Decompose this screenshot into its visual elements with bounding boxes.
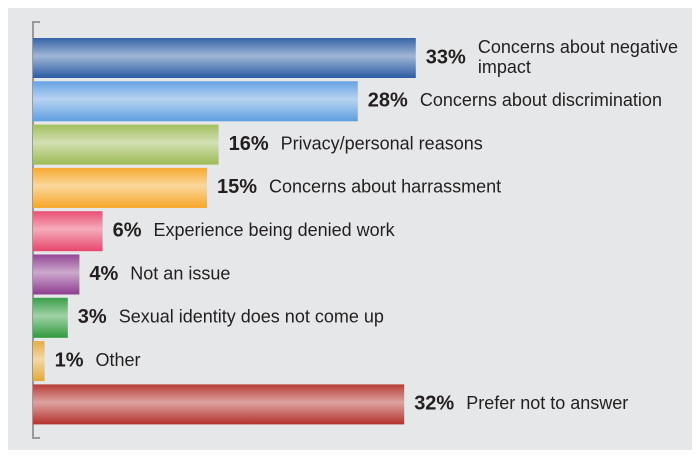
category-label: Privacy/personal reasons [281, 133, 483, 153]
bar [33, 167, 207, 208]
value-label: 33% [426, 46, 466, 68]
value-label: 3% [78, 306, 107, 328]
bar [33, 384, 405, 425]
bar [33, 297, 68, 338]
bar [33, 341, 45, 382]
value-label: 4% [89, 263, 118, 285]
value-label: 1% [55, 349, 84, 371]
category-label: Other [96, 350, 141, 370]
category-label: Prefer not to answer [466, 393, 628, 413]
category-label: Concerns about harrassment [269, 177, 501, 197]
bar [33, 38, 416, 78]
bar [33, 81, 358, 122]
category-label: Concerns about negative impact [478, 37, 678, 77]
value-label: 15% [217, 176, 257, 198]
value-label: 6% [113, 219, 142, 241]
category-label: Experience being denied work [154, 220, 396, 240]
category-label: Concerns about discrimination [420, 90, 662, 110]
category-label: Not an issue [130, 263, 230, 283]
value-label: 32% [414, 393, 454, 415]
value-label: 28% [368, 90, 408, 112]
bar [33, 254, 80, 295]
bar [33, 124, 219, 165]
value-label: 16% [229, 133, 269, 155]
category-label: Sexual identity does not come up [119, 307, 384, 327]
bar [33, 211, 103, 252]
